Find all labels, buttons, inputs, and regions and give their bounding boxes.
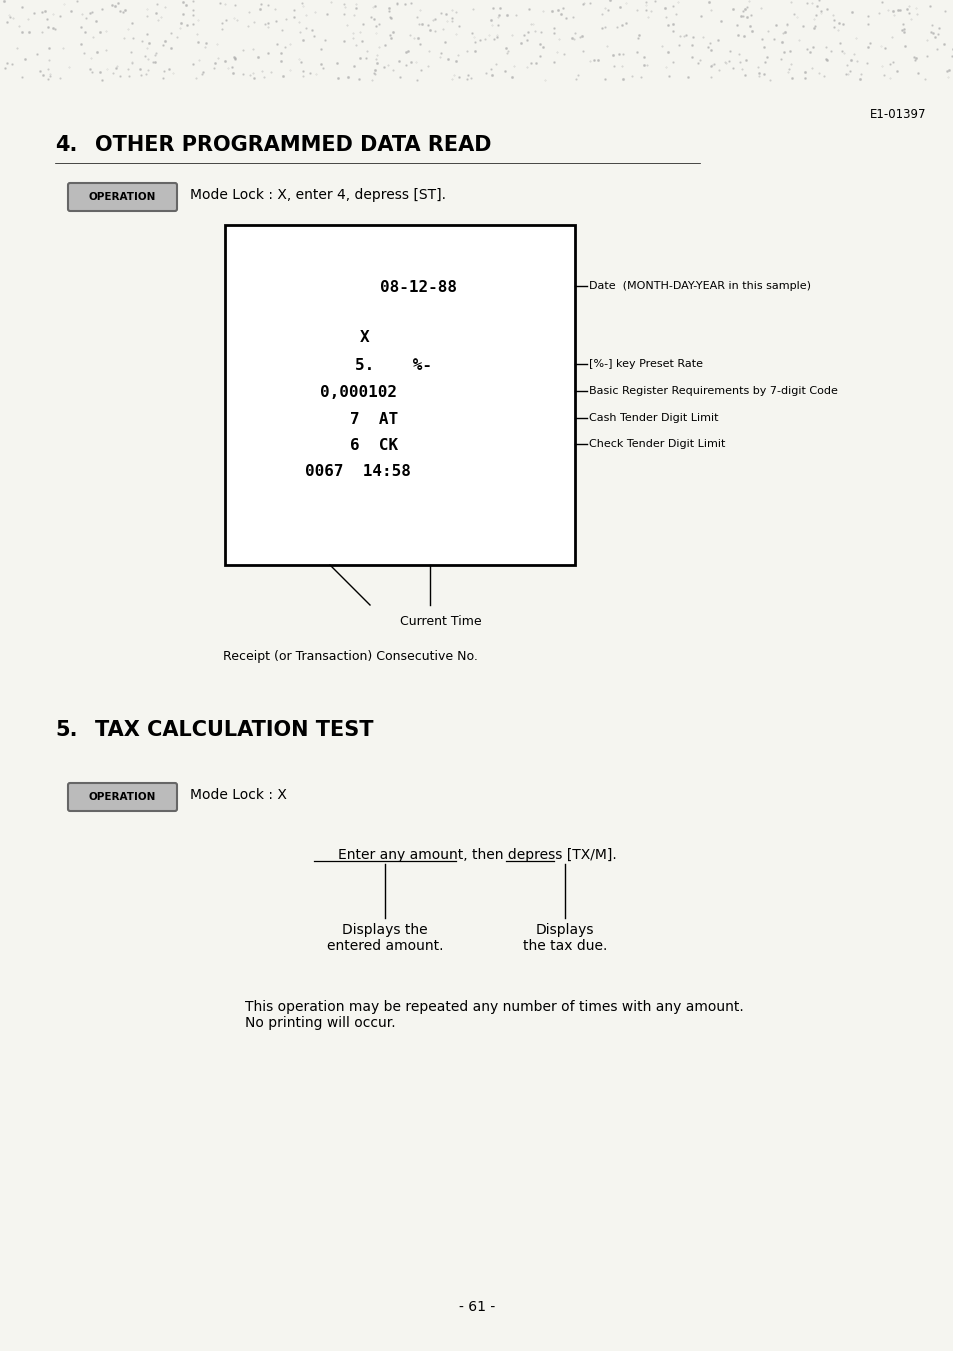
Text: E1-01397: E1-01397: [869, 108, 925, 122]
Text: TAX CALCULATION TEST: TAX CALCULATION TEST: [95, 720, 374, 740]
Text: Check Tender Digit Limit: Check Tender Digit Limit: [588, 439, 724, 449]
Text: 4.: 4.: [55, 135, 77, 155]
Text: Current Time: Current Time: [399, 615, 481, 628]
Text: 5.    %-: 5. %-: [355, 358, 432, 373]
Text: Mode Lock : X, enter 4, depress [ST].: Mode Lock : X, enter 4, depress [ST].: [190, 188, 446, 203]
Text: Cash Tender Digit Limit: Cash Tender Digit Limit: [588, 413, 718, 423]
Text: [%-] key Preset Rate: [%-] key Preset Rate: [588, 359, 702, 369]
Text: 5.: 5.: [55, 720, 77, 740]
Text: Mode Lock : X: Mode Lock : X: [190, 788, 287, 802]
Text: OTHER PROGRAMMED DATA READ: OTHER PROGRAMMED DATA READ: [95, 135, 491, 155]
Text: 0067  14:58: 0067 14:58: [305, 463, 411, 480]
Text: Displays the
entered amount.: Displays the entered amount.: [327, 923, 443, 954]
Text: 7  AT: 7 AT: [350, 412, 397, 427]
Text: - 61 -: - 61 -: [458, 1300, 495, 1315]
FancyBboxPatch shape: [68, 784, 177, 811]
Text: Displays
the tax due.: Displays the tax due.: [522, 923, 606, 954]
Text: 0,000102: 0,000102: [319, 385, 396, 400]
Text: Basic Register Requirements by 7-digit Code: Basic Register Requirements by 7-digit C…: [588, 386, 837, 396]
FancyBboxPatch shape: [68, 182, 177, 211]
Text: Receipt (or Transaction) Consecutive No.: Receipt (or Transaction) Consecutive No.: [222, 650, 476, 663]
Text: 08-12-88: 08-12-88: [379, 280, 456, 295]
Text: This operation may be repeated any number of times with any amount.
No printing : This operation may be repeated any numbe…: [245, 1000, 743, 1031]
Text: Enter any amount, then depress [TX/M].: Enter any amount, then depress [TX/M].: [337, 848, 616, 862]
Text: 6  CK: 6 CK: [350, 438, 397, 453]
Text: Date  (MONTH-DAY-YEAR in this sample): Date (MONTH-DAY-YEAR in this sample): [588, 281, 810, 290]
Text: OPERATION: OPERATION: [89, 792, 156, 802]
Text: OPERATION: OPERATION: [89, 192, 156, 203]
Bar: [225, 226, 575, 565]
Text: X: X: [359, 330, 369, 345]
